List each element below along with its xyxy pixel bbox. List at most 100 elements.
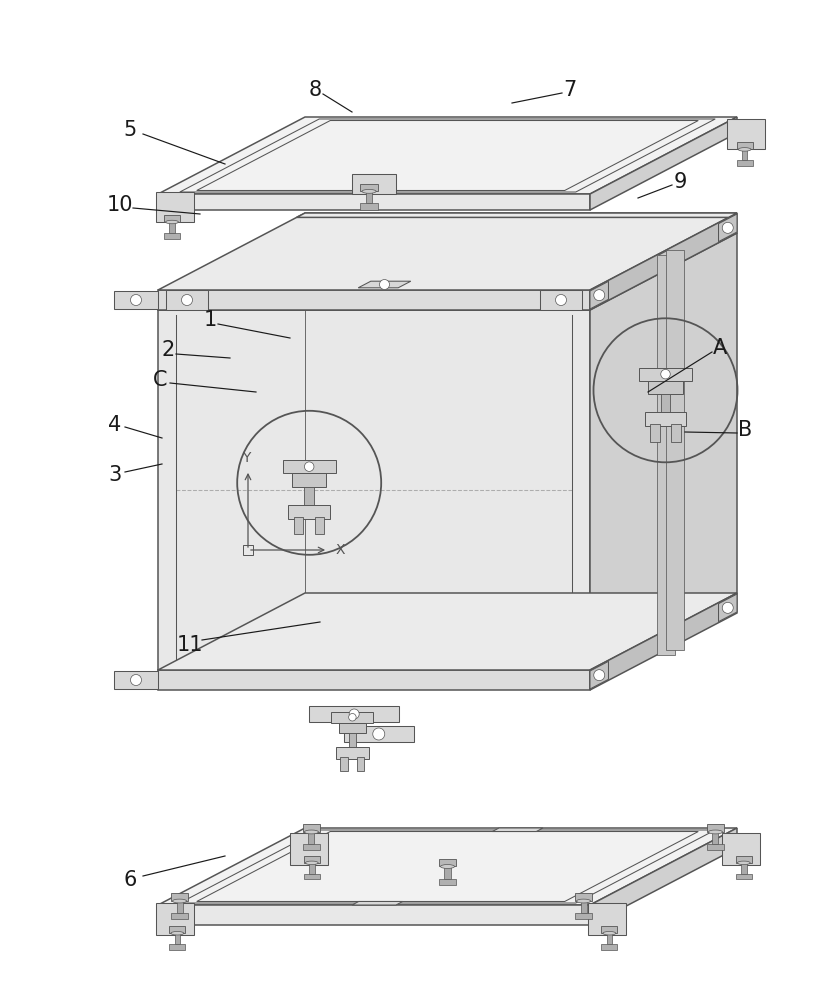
Circle shape (349, 709, 359, 719)
Bar (647, 381, 681, 394)
Circle shape (721, 602, 733, 613)
Bar (736, 142, 752, 149)
Polygon shape (290, 833, 328, 865)
Text: 2: 2 (161, 340, 175, 360)
Bar (600, 926, 617, 933)
Bar (315, 517, 324, 534)
Polygon shape (344, 726, 413, 742)
Text: 3: 3 (108, 465, 122, 485)
Text: C: C (152, 370, 167, 390)
Polygon shape (590, 593, 736, 690)
Bar (735, 856, 751, 863)
Circle shape (373, 728, 384, 740)
Polygon shape (492, 828, 542, 832)
Polygon shape (721, 833, 759, 865)
Text: 1: 1 (203, 310, 216, 330)
Text: 6: 6 (123, 870, 137, 890)
Polygon shape (718, 594, 736, 622)
Bar (649, 424, 659, 442)
Bar (282, 460, 335, 473)
Bar (705, 824, 724, 832)
Bar (366, 191, 372, 203)
Ellipse shape (166, 220, 178, 224)
Bar (711, 832, 718, 844)
Bar (169, 926, 185, 933)
Text: Y: Y (242, 451, 250, 465)
Ellipse shape (172, 899, 186, 903)
Bar (660, 394, 670, 413)
Polygon shape (590, 281, 608, 309)
Polygon shape (352, 901, 402, 905)
Circle shape (593, 670, 604, 681)
Bar (176, 901, 182, 913)
Text: 9: 9 (672, 172, 686, 192)
Bar (600, 944, 617, 950)
Polygon shape (725, 119, 763, 149)
Bar (243, 545, 253, 555)
Text: 7: 7 (563, 80, 576, 100)
Bar (349, 733, 356, 748)
Bar (606, 933, 611, 944)
Polygon shape (539, 290, 581, 310)
Ellipse shape (440, 865, 454, 868)
Bar (574, 913, 592, 919)
Circle shape (593, 290, 604, 301)
Polygon shape (158, 905, 590, 925)
Polygon shape (358, 281, 411, 288)
Polygon shape (657, 255, 674, 655)
Text: X: X (335, 543, 345, 557)
Ellipse shape (304, 830, 318, 834)
Bar (169, 944, 185, 950)
Ellipse shape (708, 830, 722, 834)
Bar (339, 722, 365, 733)
Circle shape (660, 369, 670, 379)
Polygon shape (309, 706, 399, 722)
Circle shape (130, 294, 142, 306)
Polygon shape (158, 310, 590, 670)
Circle shape (721, 222, 733, 233)
Polygon shape (296, 213, 736, 217)
Bar (303, 874, 320, 879)
Circle shape (130, 674, 142, 686)
Ellipse shape (737, 148, 750, 151)
Bar (360, 203, 378, 210)
Polygon shape (658, 250, 667, 655)
Bar (444, 866, 450, 879)
Circle shape (181, 294, 192, 306)
Bar (740, 863, 745, 874)
Polygon shape (158, 670, 590, 690)
Ellipse shape (736, 861, 749, 865)
Bar (302, 824, 320, 832)
Polygon shape (166, 290, 208, 310)
Bar (644, 412, 686, 426)
Bar (164, 215, 180, 222)
Bar (331, 712, 373, 722)
Polygon shape (158, 233, 736, 310)
Polygon shape (158, 828, 736, 905)
Bar (175, 933, 180, 944)
Bar (309, 863, 314, 874)
Ellipse shape (305, 861, 318, 865)
Bar (294, 517, 303, 534)
Ellipse shape (602, 931, 615, 935)
Polygon shape (587, 903, 625, 935)
Polygon shape (158, 593, 736, 670)
Polygon shape (114, 291, 158, 309)
Bar (438, 879, 455, 885)
Bar (308, 832, 314, 844)
Bar (340, 757, 348, 770)
Polygon shape (158, 213, 736, 290)
Text: 11: 11 (176, 635, 203, 655)
Polygon shape (665, 250, 683, 650)
Bar (303, 856, 320, 863)
Bar (291, 473, 326, 487)
Bar (741, 149, 747, 160)
Text: B: B (737, 420, 751, 440)
Bar (304, 487, 314, 506)
Bar (335, 747, 368, 758)
Polygon shape (156, 903, 194, 935)
Bar (705, 844, 724, 850)
Circle shape (304, 462, 314, 471)
Bar (438, 859, 455, 866)
Bar (360, 184, 378, 191)
